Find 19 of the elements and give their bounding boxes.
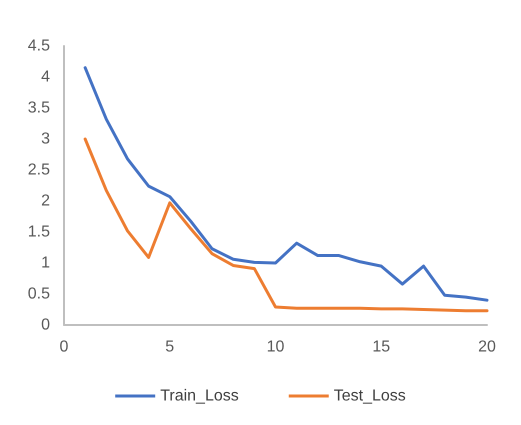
- y-tick-label: 1.5: [28, 224, 50, 240]
- y-tick-label: 4: [41, 68, 50, 86]
- line-series: [84, 138, 488, 312]
- x-tick-label: 5: [165, 338, 174, 356]
- x-tick-label: 20: [478, 338, 496, 356]
- x-tick-label: 15: [372, 338, 390, 356]
- legend-label: Train_Loss: [160, 388, 239, 404]
- y-tick-label: 3: [41, 130, 50, 148]
- y-tick-label: 0: [41, 316, 50, 334]
- y-tick-label: 3.5: [28, 100, 50, 116]
- legend-label: Test_Loss: [334, 388, 406, 404]
- line-series: [84, 66, 488, 302]
- x-tick-label: 10: [266, 338, 284, 356]
- y-tick-label: 1: [41, 254, 50, 272]
- y-tick-label: 2.5: [28, 162, 50, 178]
- y-tick-label: 0.5: [28, 286, 50, 302]
- x-tick-label: 0: [60, 338, 69, 356]
- y-tick-label: 2: [41, 192, 50, 210]
- y-tick-label: 4.5: [28, 38, 50, 54]
